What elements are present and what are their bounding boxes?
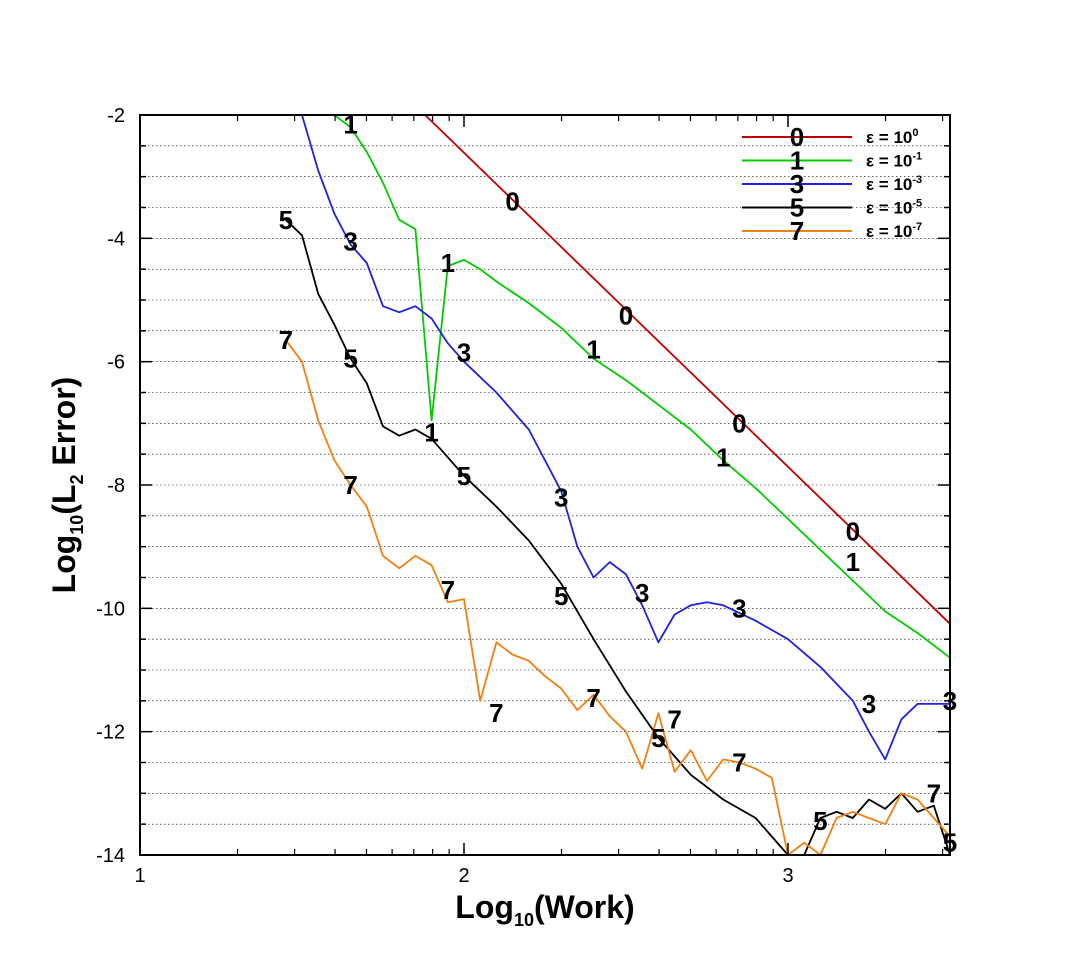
legend-label-3: ε = 10-3 xyxy=(866,174,922,194)
series-label-7: 7 xyxy=(732,748,746,778)
series-label-1: 1 xyxy=(343,109,357,139)
series-label-3: 3 xyxy=(343,226,357,256)
y-tick-label: -10 xyxy=(96,598,125,620)
series-label-1: 1 xyxy=(586,334,600,364)
x-tick-label: 1 xyxy=(134,865,145,887)
series-label-1: 1 xyxy=(716,442,730,472)
series-label-7: 7 xyxy=(586,683,600,713)
series-label-5: 5 xyxy=(813,806,827,836)
legend-label-7: ε = 10-7 xyxy=(866,221,922,241)
legend-label-0: ε = 100 xyxy=(866,127,918,147)
series-label-0: 0 xyxy=(619,300,633,330)
x-tick-label: 2 xyxy=(458,865,469,887)
series-label-5: 5 xyxy=(651,723,665,753)
series-label-0: 0 xyxy=(505,186,519,216)
series-label-3: 3 xyxy=(635,578,649,608)
series-label-7: 7 xyxy=(279,325,293,355)
series-label-5: 5 xyxy=(554,581,568,611)
y-tick-label: -14 xyxy=(96,845,125,867)
series-line-5 xyxy=(285,219,950,855)
legend-symbol-1: 1 xyxy=(790,146,804,176)
grid-lines xyxy=(140,114,950,856)
series-label-0: 0 xyxy=(732,408,746,438)
series-line-0 xyxy=(424,115,950,625)
axis-ticks xyxy=(139,114,950,856)
series-label-7: 7 xyxy=(489,698,503,728)
series-label-7: 7 xyxy=(343,470,357,500)
series-label-3: 3 xyxy=(862,689,876,719)
series-label-7: 7 xyxy=(441,575,455,605)
y-tick-label: -12 xyxy=(96,722,125,744)
series-line-7 xyxy=(285,339,950,855)
y-tick-label: -8 xyxy=(107,475,125,497)
series-label-3: 3 xyxy=(732,593,746,623)
legend-symbol-0: 0 xyxy=(790,122,804,152)
series-label-3: 3 xyxy=(554,482,568,512)
legend-symbol-3: 3 xyxy=(790,169,804,199)
series-label-1: 1 xyxy=(424,418,438,448)
series-line-3 xyxy=(301,115,950,761)
y-tick-label: -2 xyxy=(107,105,125,127)
legend-symbol-5: 5 xyxy=(790,193,804,223)
series-label-5: 5 xyxy=(279,205,293,235)
series-label-1: 1 xyxy=(441,248,455,278)
series-label-7: 7 xyxy=(667,704,681,734)
axis-tick-labels: -14 -12 -10 -8 -6 -4 -2 1 2 3 xyxy=(96,105,793,887)
series-label-1: 1 xyxy=(846,547,860,577)
legend-label-1: ε = 10-1 xyxy=(866,151,922,171)
series-label-7: 7 xyxy=(927,778,941,808)
legend-symbol-7: 7 xyxy=(790,216,804,246)
x-tick-label: 3 xyxy=(782,865,793,887)
legend: 0 ε = 100 1 ε = 10-1 3 ε = 10-3 5 ε = 10-5 7 ε = … xyxy=(742,122,922,246)
x-axis-title: Log10(Work) xyxy=(455,889,634,930)
legend-label-5: ε = 10-5 xyxy=(866,198,922,218)
series-lines xyxy=(285,115,950,855)
y-tick-label: -4 xyxy=(107,228,125,250)
y-axis-title: Log10(L2 Error) xyxy=(46,377,87,594)
series-label-0: 0 xyxy=(846,516,860,546)
series-label-5: 5 xyxy=(457,461,471,491)
y-tick-label: -6 xyxy=(107,352,125,374)
series-label-3: 3 xyxy=(457,337,471,367)
series-line-1 xyxy=(333,115,950,659)
series-label-5: 5 xyxy=(343,344,357,374)
